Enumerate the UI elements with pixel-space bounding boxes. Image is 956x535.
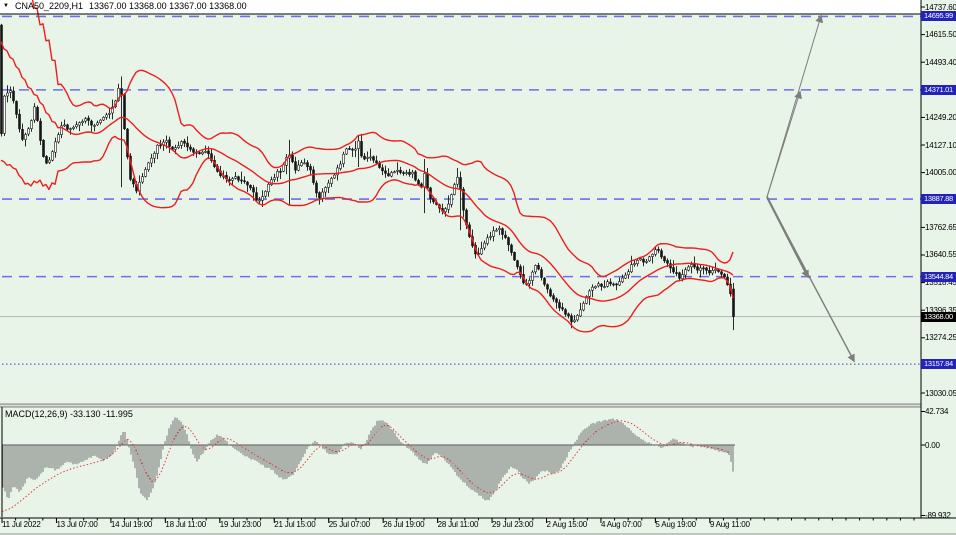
chart-title-bar: ▼ CNA50_2209,H1 13367.00 13368.00 13367.… — [3, 1, 247, 11]
date-label: 5 Aug 19:00 — [655, 520, 696, 529]
date-label: 28 Jul 11:00 — [437, 520, 479, 529]
candlestick-series — [0, 23, 735, 331]
date-label: 2 Aug 15:00 — [546, 520, 588, 529]
macd-histogram — [2, 417, 734, 501]
date-label: 11 Jul 2022 — [2, 520, 41, 529]
macd-tick-label: -89.932 — [925, 511, 951, 520]
bollinger-upper-band — [31, 0, 734, 278]
macd-tick-label: 42.734 — [925, 406, 949, 416]
price-level-badge: 13157.84 — [921, 359, 956, 370]
date-label: 9 Aug 11:00 — [709, 520, 750, 529]
current-price-badge: 13368.00 — [921, 311, 956, 322]
price-tick-label: 13518.45 — [925, 278, 956, 288]
price-level-badge: 14371.01 — [921, 84, 956, 95]
price-tick-label: 14493.40 — [925, 57, 956, 67]
trend-arrow-4[interactable] — [766, 196, 855, 363]
price-level-badge: 13544.84 — [921, 271, 956, 282]
symbol-timeframe-label: CNA50_2209,H1 — [14, 1, 83, 11]
price-tick-label: 13762.65 — [925, 222, 956, 232]
date-label: 25 Jul 07:00 — [328, 520, 370, 529]
date-label: 18 Jul 11:00 — [165, 520, 206, 529]
price-tick-label: 13640.55 — [925, 250, 956, 260]
bollinger-lower-band — [0, 135, 734, 333]
price-tick-label: 13030.05 — [925, 388, 956, 398]
price-tick-label: 14005.00 — [925, 168, 956, 178]
price-tick-label: 13274.25 — [925, 333, 956, 343]
date-label: 26 Jul 19:00 — [383, 520, 425, 529]
date-label: 21 Jul 15:00 — [274, 520, 316, 529]
axis-tick-marks — [1, 6, 925, 523]
price-level-lines — [0, 15, 921, 365]
price-tick-label: 13396.35 — [925, 305, 956, 315]
ohlc-readout: 13367.00 13368.00 13367.00 13368.00 — [89, 1, 247, 11]
date-label: 29 Jul 23:00 — [492, 520, 534, 529]
macd-indicator-label: MACD(12,26,9) -33.130 -11.995 — [5, 409, 133, 419]
bollinger-middle-band — [0, 41, 734, 302]
price-tick-label: 14737.60 — [925, 2, 956, 12]
price-tick-label: 14127.10 — [925, 140, 956, 150]
date-label: 14 Jul 19:00 — [110, 520, 153, 529]
date-label: 19 Jul 23:00 — [219, 520, 261, 529]
price-level-badge: 13887.88 — [921, 194, 956, 205]
symbol-dropdown-icon[interactable]: ▼ — [3, 3, 9, 9]
date-label: 4 Aug 07:00 — [600, 520, 642, 529]
trend-arrows — [766, 14, 855, 363]
price-level-badge: 14695.99 — [921, 11, 956, 22]
price-tick-label: 14615.50 — [925, 30, 956, 40]
title-strip — [0, 0, 921, 14]
price-tick-label: 14249.20 — [925, 112, 956, 122]
macd-tick-label: 0.00 — [925, 440, 940, 450]
date-label: 13 Jul 07:00 — [56, 520, 98, 529]
trend-arrow-2[interactable] — [766, 14, 824, 198]
